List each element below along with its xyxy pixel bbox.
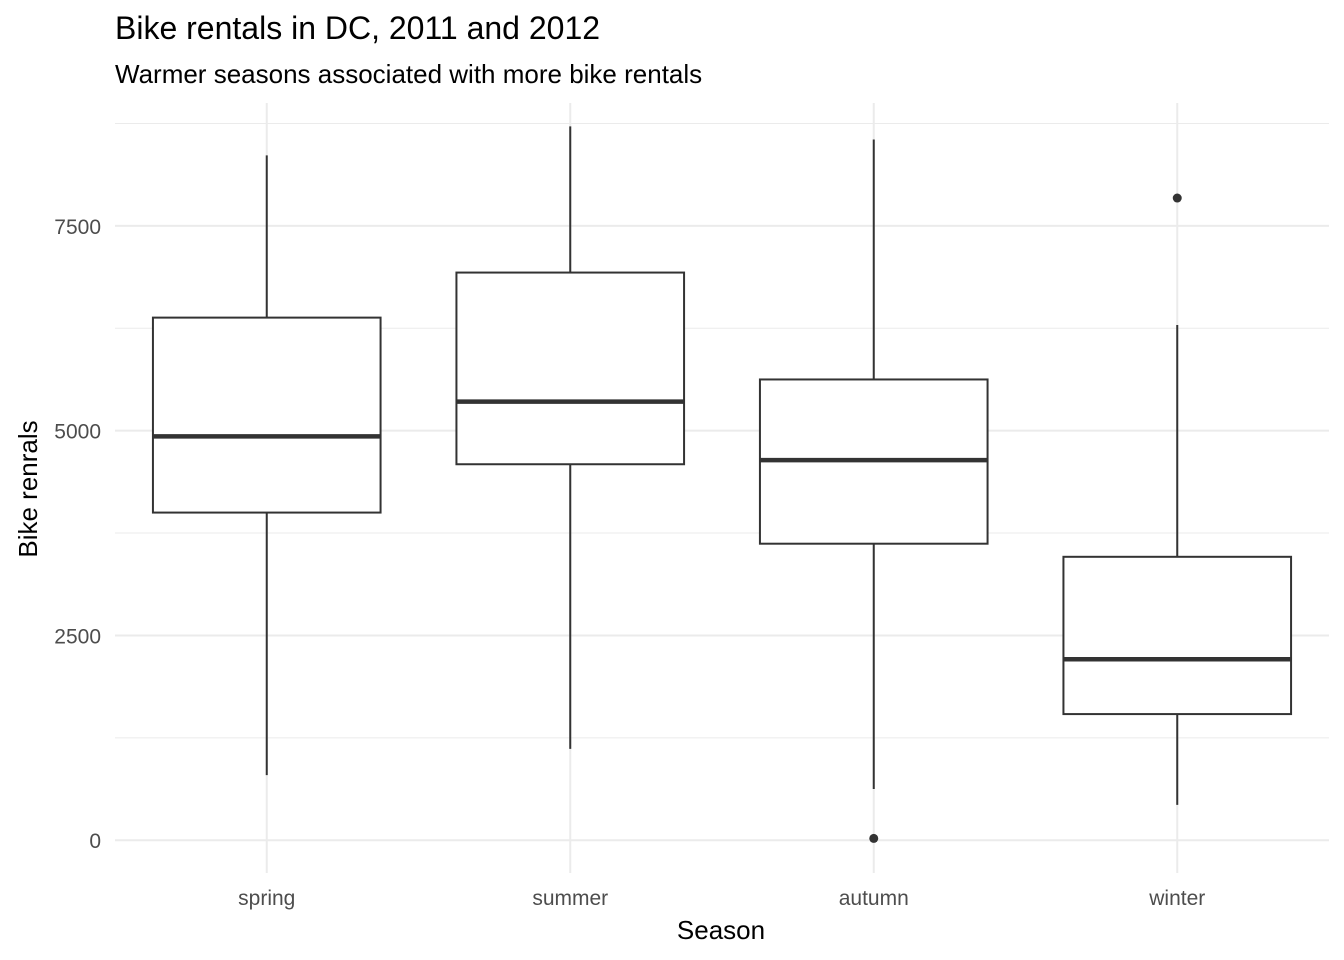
minor-gridlines bbox=[115, 122, 1329, 739]
iqr-box bbox=[151, 316, 382, 514]
box-autumn bbox=[758, 139, 989, 843]
x-tick-label: spring bbox=[238, 887, 295, 910]
x-axis-title: Season bbox=[677, 915, 765, 945]
y-tick-label: 0 bbox=[89, 830, 101, 853]
y-axis-title: Bike renrals bbox=[13, 420, 43, 557]
outlier-point bbox=[1172, 193, 1182, 203]
box-spring bbox=[151, 155, 382, 776]
x-tick-label: winter bbox=[1148, 887, 1205, 910]
box-summer bbox=[455, 126, 686, 749]
y-tick-label: 2500 bbox=[54, 625, 101, 648]
outlier-point bbox=[869, 833, 879, 843]
iqr-box bbox=[455, 271, 686, 466]
chart-subtitle: Warmer seasons associated with more bike… bbox=[115, 59, 703, 89]
x-axis-ticks: spring summer autumn winter bbox=[238, 887, 1205, 910]
x-tick-label: summer bbox=[532, 887, 608, 910]
box-winter bbox=[1062, 193, 1293, 805]
y-axis-ticks: 0 2500 5000 7500 bbox=[54, 216, 101, 853]
box-series bbox=[151, 126, 1293, 843]
y-tick-label: 5000 bbox=[54, 421, 101, 444]
iqr-box bbox=[1062, 555, 1293, 716]
y-tick-label: 7500 bbox=[54, 216, 101, 239]
chart-title: Bike rentals in DC, 2011 and 2012 bbox=[115, 10, 601, 46]
x-tick-label: autumn bbox=[839, 887, 909, 910]
